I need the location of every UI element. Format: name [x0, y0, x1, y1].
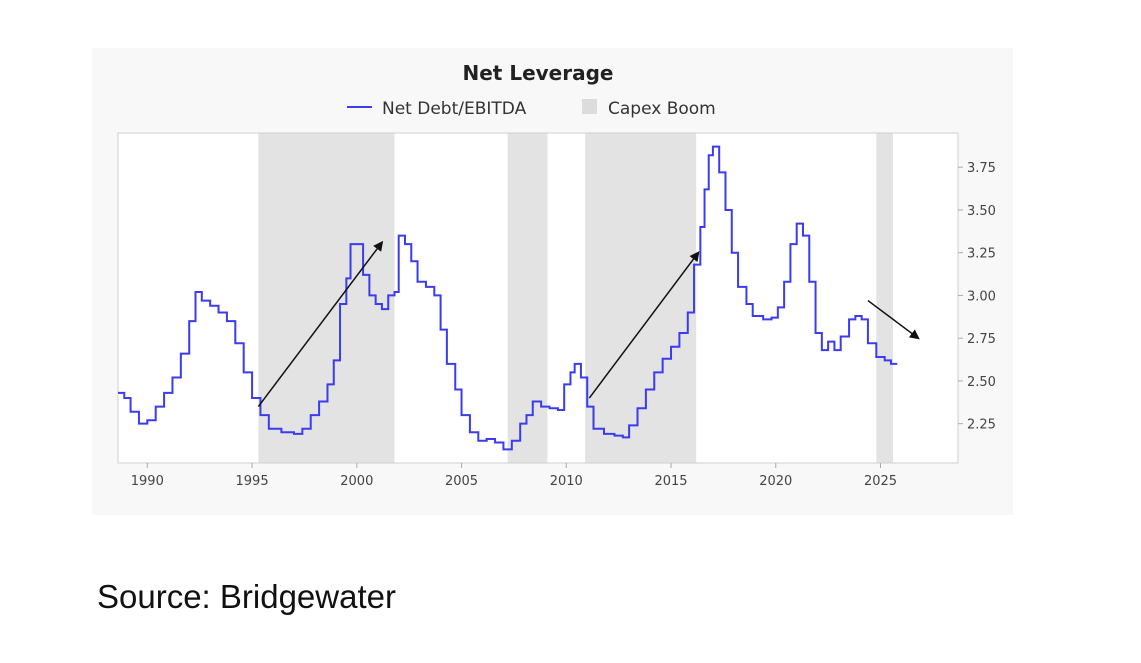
source-note: Source: Bridgewater — [97, 578, 396, 615]
plot-border — [117, 132, 959, 464]
y-tick-label: 3.25 — [967, 247, 996, 262]
legend-area-swatch — [582, 99, 597, 114]
y-tick-label: 2.25 — [967, 418, 996, 433]
y-tick-label: 3.00 — [967, 289, 996, 304]
capex-boom-band — [258, 133, 395, 463]
y-tick-label: 3.75 — [967, 161, 996, 176]
capex-boom-band — [585, 133, 697, 463]
chart-title: Net Leverage — [463, 61, 614, 85]
x-tick-label: 2015 — [654, 474, 687, 489]
x-tick-label: 1990 — [131, 474, 164, 489]
legend-label: Capex Boom — [608, 99, 716, 119]
trend-arrow — [588, 251, 700, 399]
x-tick-label: 2025 — [864, 474, 897, 489]
x-tick-label: 2000 — [340, 474, 373, 489]
y-tick-label: 2.50 — [967, 375, 996, 390]
trend-arrow — [867, 299, 920, 340]
capex-boom-band — [876, 133, 894, 463]
x-tick-label: 1995 — [236, 474, 269, 489]
trend-arrow — [257, 240, 384, 408]
x-tick-label: 2010 — [550, 474, 583, 489]
y-tick-label: 3.50 — [967, 204, 996, 219]
net-leverage-chart: Net Leverage Net Debt/EBITDA Capex Boom 199… — [117, 61, 996, 489]
x-tick-label: 2005 — [445, 474, 478, 489]
y-tick-label: 2.75 — [967, 332, 996, 347]
x-tick-label: 2020 — [759, 474, 792, 489]
chart-panel: Net Leverage Net Debt/EBITDA Capex Boom 199… — [92, 48, 1013, 515]
legend-label: Net Debt/EBITDA — [382, 99, 527, 119]
capex-boom-band — [507, 133, 548, 463]
